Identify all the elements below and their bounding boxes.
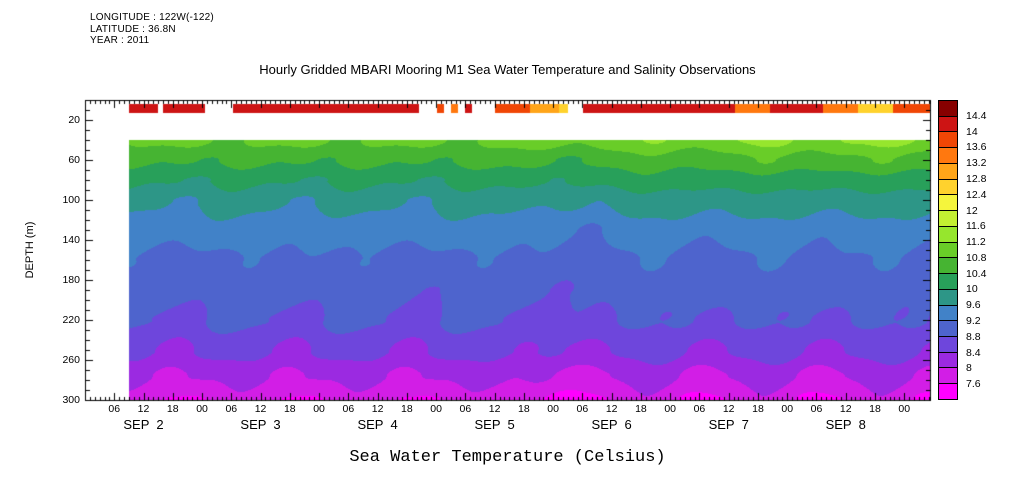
time-tick-label: 18 xyxy=(401,403,413,415)
colorbar-tick-label: 11.6 xyxy=(966,220,986,233)
depth-tick-label: 100 xyxy=(62,194,80,206)
time-tick-label: 12 xyxy=(722,403,735,415)
time-tick-label: 12 xyxy=(605,403,618,415)
colorbar-tick-label: 10 xyxy=(966,283,978,296)
colorbar-cell xyxy=(939,116,957,133)
time-tick-label: 12 xyxy=(839,403,852,415)
time-tick-label: 18 xyxy=(752,403,764,415)
time-tick-label: 00 xyxy=(196,403,208,415)
chart-title: Hourly Gridded MBARI Mooring M1 Sea Wate… xyxy=(259,62,756,77)
colorbar-tick-label: 13.6 xyxy=(966,141,987,154)
time-tick-label: 06 xyxy=(576,403,589,415)
colorbar-tick-label: 8.4 xyxy=(966,346,981,359)
day-label: SEP 8 xyxy=(825,417,866,432)
time-tick-label: 00 xyxy=(781,403,794,415)
temperature-field-canvas xyxy=(85,100,930,400)
time-tick-label: 12 xyxy=(371,403,384,415)
time-tick-label: 00 xyxy=(547,403,559,415)
colorbar-cell xyxy=(939,211,957,227)
time-tick-label: 06 xyxy=(459,403,472,415)
time-tick-label: 12 xyxy=(488,403,501,415)
day-label: SEP 5 xyxy=(474,417,515,432)
colorbar-tick-label: 14 xyxy=(966,125,978,138)
time-tick-label: 18 xyxy=(166,403,179,415)
colorbar-cell xyxy=(939,258,957,275)
time-tick-label: 18 xyxy=(869,403,881,415)
colorbar-cell xyxy=(939,242,957,259)
colorbar-cell xyxy=(939,132,957,149)
day-label: SEP 4 xyxy=(357,417,398,432)
time-tick-label: 06 xyxy=(225,403,238,415)
colorbar-cell xyxy=(939,163,957,180)
time-tick-label: 06 xyxy=(693,403,706,415)
time-tick-label: 18 xyxy=(518,403,530,415)
colorbar xyxy=(938,100,958,400)
depth-tick-label: 20 xyxy=(68,114,80,126)
day-label: SEP 6 xyxy=(591,417,632,432)
colorbar-tick-label: 12.4 xyxy=(966,188,987,201)
info-longitude: LONGITUDE : 122W(-122) xyxy=(90,12,214,23)
colorbar-cell xyxy=(939,274,957,290)
colorbar-cell xyxy=(939,337,957,353)
depth-tick-label: 300 xyxy=(62,394,80,406)
time-tick-label: 00 xyxy=(898,403,911,415)
time-tick-label: 06 xyxy=(108,403,121,415)
colorbar-tick-label: 10.8 xyxy=(966,251,987,264)
depth-tick-label: 180 xyxy=(62,274,80,286)
depth-tick-label: 260 xyxy=(62,354,80,366)
colorbar-cell xyxy=(939,148,957,164)
colorbar-tick-label: 12 xyxy=(966,204,978,217)
depth-tick-label: 140 xyxy=(62,234,80,246)
y-axis-label: DEPTH (m) xyxy=(24,221,36,279)
colorbar-tick-label: 8 xyxy=(966,362,972,375)
day-label: SEP 2 xyxy=(123,417,164,432)
colorbar-tick-label: 9.2 xyxy=(966,315,981,328)
time-tick-label: 12 xyxy=(137,403,150,415)
colorbar-cell xyxy=(939,352,957,369)
header-info: LONGITUDE : 122W(-122) LATITUDE : 36.8N … xyxy=(90,12,214,47)
x-axis-label: Sea Water Temperature (Celsius) xyxy=(349,448,666,467)
depth-tick-label: 60 xyxy=(68,154,80,166)
colorbar-cell xyxy=(939,101,957,117)
info-year: YEAR : 2011 xyxy=(90,35,150,46)
time-tick-label: 06 xyxy=(810,403,823,415)
info-latitude: LATITUDE : 36.8N xyxy=(90,23,176,35)
day-label: SEP 3 xyxy=(240,417,281,432)
colorbar-tick-label: 12.8 xyxy=(966,172,987,185)
colorbar-cell xyxy=(939,321,957,338)
colorbar-cell xyxy=(939,384,957,399)
colorbar-cell xyxy=(939,289,957,306)
colorbar-cell xyxy=(939,305,957,322)
time-tick-label: 06 xyxy=(342,403,355,415)
depth-tick-label: 220 xyxy=(62,314,80,326)
time-tick-label: 00 xyxy=(664,403,677,415)
colorbar-tick-label: 14.4 xyxy=(966,109,987,122)
colorbar-cell xyxy=(939,195,957,212)
time-tick-label: 00 xyxy=(430,403,442,415)
colorbar-tick-label: 13.2 xyxy=(966,157,987,170)
colorbar-tick-label: 8.8 xyxy=(966,330,981,343)
colorbar-cell xyxy=(939,226,957,243)
day-label: SEP 7 xyxy=(708,417,749,432)
colorbar-cell xyxy=(939,179,957,196)
colorbar-tick-label: 10.4 xyxy=(966,267,987,280)
time-tick-label: 18 xyxy=(635,403,647,415)
time-tick-label: 18 xyxy=(283,403,296,415)
colorbar-tick-label: 9.6 xyxy=(966,299,981,312)
time-tick-label: 00 xyxy=(313,403,325,415)
colorbar-tick-label: 7.6 xyxy=(966,378,981,391)
time-tick-label: 12 xyxy=(254,403,267,415)
colorbar-cell xyxy=(939,368,957,385)
colorbar-tick-label: 11.2 xyxy=(966,236,986,249)
